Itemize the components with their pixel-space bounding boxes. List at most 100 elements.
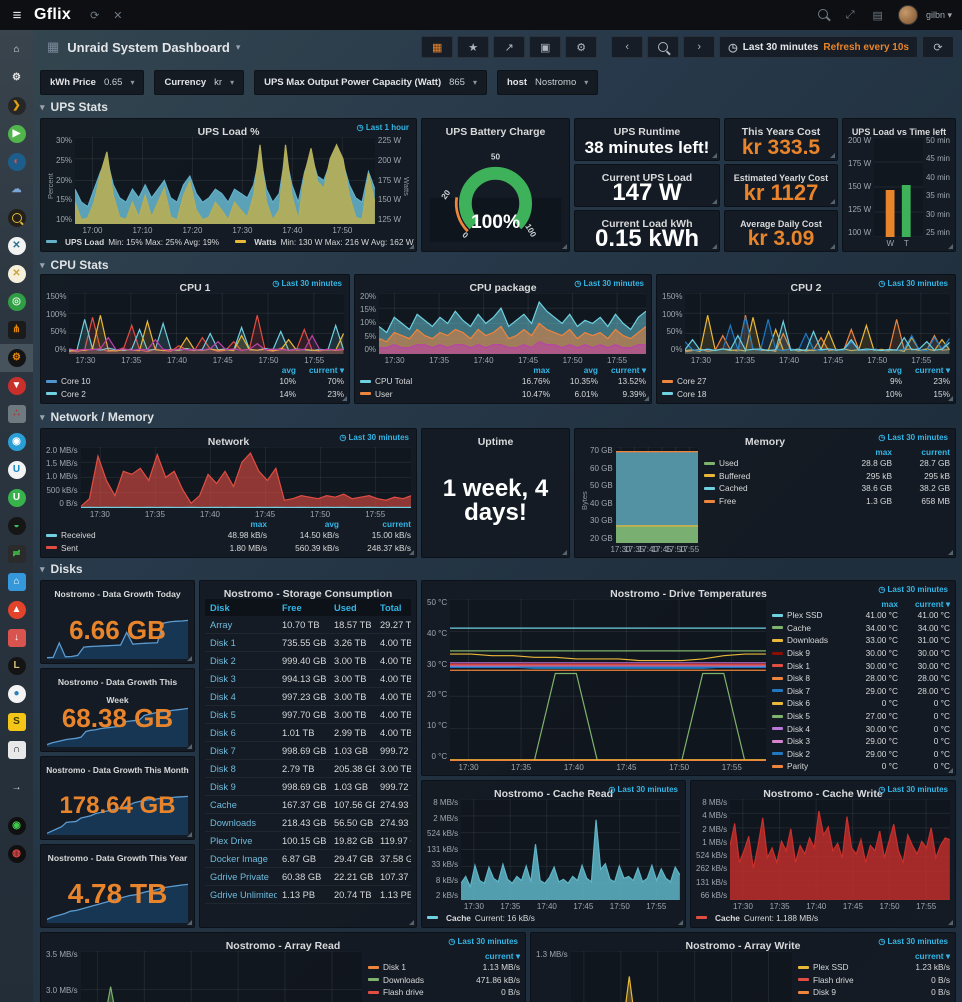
legend-column-header[interactable]: current: [921, 447, 950, 457]
panel-title[interactable]: UPS Battery Charge: [445, 126, 546, 138]
legend-row[interactable]: Cache 34.00 °C 34.00 °C: [772, 622, 950, 635]
panel-title[interactable]: Nostromo - Array Read: [225, 940, 341, 952]
panel-title[interactable]: Uptime: [477, 436, 514, 448]
panel-title[interactable]: Nostromo - Data Growth This Year: [47, 853, 188, 863]
legend-column-header[interactable]: current ▾: [914, 364, 950, 375]
legend-row[interactable]: Disk 5 27.00 °C 0 °C: [772, 710, 950, 723]
column-header[interactable]: Free: [282, 602, 302, 613]
legend-column-header[interactable]: avg: [324, 518, 339, 529]
panel-title[interactable]: Network: [207, 436, 250, 448]
legend-row[interactable]: Disk 9 0 B/s: [798, 986, 950, 999]
refresh-dashboard-button[interactable]: ⟳: [922, 36, 954, 58]
variable-value[interactable]: Nostromo: [535, 77, 577, 88]
legend-row[interactable]: Used 28.8 GB 28.7 GB: [704, 457, 950, 470]
legend-column-header[interactable]: current ▾: [914, 599, 950, 609]
legend-row[interactable]: Downloads 33.00 °C 31.00 °C: [772, 634, 950, 647]
column-header[interactable]: Used: [334, 602, 357, 613]
legend-row[interactable]: Parity 0 °C 0 °C: [772, 760, 950, 772]
panel-title[interactable]: Nostromo - Array Write: [685, 940, 801, 952]
refresh-icon[interactable]: ⟳: [90, 9, 100, 22]
legend-column-header[interactable]: current: [382, 518, 411, 529]
legend-column-header[interactable]: current ▾: [308, 364, 344, 375]
panel-title[interactable]: Memory: [744, 436, 786, 448]
save-dashboard-button[interactable]: ▣: [529, 36, 562, 58]
legend-column-header[interactable]: current ▾: [484, 951, 520, 961]
sidebar-item-active-gear-app-icon[interactable]: ⚙: [0, 344, 33, 372]
legend-row[interactable]: Disk 7 29.00 °C 28.00 °C: [772, 685, 950, 698]
legend-row[interactable]: Received 48.98 kB/s 14.50 kB/s 15.00 kB/s: [46, 529, 411, 542]
legend-item[interactable]: Cache Current: 1.188 MB/s: [696, 913, 818, 923]
sidebar-item-sab-app-icon[interactable]: S: [0, 708, 33, 736]
panel-time-range[interactable]: ◷ Last 1 hour: [356, 123, 409, 132]
legend-row[interactable]: Sent 1.80 MB/s 560.39 kB/s 248.37 kB/s: [46, 541, 411, 554]
legend-column-header[interactable]: current ▾: [914, 951, 950, 961]
sidebar-item-yellow-knob-app-icon[interactable]: ✕: [0, 260, 33, 288]
row-header-network-memory[interactable]: ▾ Network / Memory: [40, 410, 154, 424]
panel-title[interactable]: Nostromo - Data Growth This Month: [46, 765, 189, 775]
variable-value[interactable]: 865: [449, 77, 465, 88]
row-header-disks[interactable]: ▾ Disks: [40, 562, 83, 576]
sidebar-item-red-shield-app-icon[interactable]: ▼: [0, 372, 33, 400]
panel-title[interactable]: UPS Load %: [197, 126, 260, 138]
sidebar-item-sushi-bowl-app-icon[interactable]: ◒: [0, 512, 33, 540]
panel-title[interactable]: CPU 2: [790, 282, 822, 294]
variable-ups-max-output-power-capacity-watt-[interactable]: UPS Max Output Power Capacity (Watt) 865 ▾: [254, 70, 487, 95]
sidebar-item-blue-eye-app-icon[interactable]: ◉: [0, 428, 33, 456]
sidebar-item-jackett-jacket-app-icon[interactable]: ∩: [0, 736, 33, 764]
legend-row[interactable]: Free 1.3 GB 658 MB: [704, 495, 950, 508]
panel-time-range[interactable]: ◷ Last 30 minutes: [878, 785, 948, 794]
panel-title[interactable]: CPU 1: [179, 282, 211, 294]
sidebar-item-toggle-switch-app-icon[interactable]: ≓: [0, 540, 33, 568]
sidebar-item-red-dots-app-icon[interactable]: ∴: [0, 400, 33, 428]
legend-row[interactable]: Core 27 9% 23%: [662, 375, 950, 388]
zoom-out-button[interactable]: [647, 36, 680, 58]
legend-item[interactable]: UPS Load Min: 15% Max: 25% Avg: 19%: [46, 237, 219, 247]
legend-column-header[interactable]: avg: [281, 364, 296, 375]
sidebar-item-green-play-app-icon[interactable]: ▶: [0, 120, 33, 148]
legend-row[interactable]: CPU Total 16.76% 10.35% 13.52%: [360, 375, 646, 388]
panel-time-range[interactable]: ◷ Last 30 minutes: [448, 937, 518, 946]
sidebar-item-orange-arrow-app-icon[interactable]: ❯: [0, 92, 33, 120]
legend-column-header[interactable]: max: [250, 518, 267, 529]
sidebar-item-download-arrow-app-icon[interactable]: ↓: [0, 624, 33, 652]
legend-row[interactable]: Disk 2 29.00 °C 0 °C: [772, 748, 950, 761]
legend-row[interactable]: User 10.47% 6.01% 9.39%: [360, 387, 646, 400]
legend-item[interactable]: Cache Current: 16 kB/s: [427, 913, 535, 923]
legend-row[interactable]: Disk 3 29.00 °C 0 °C: [772, 735, 950, 748]
sidebar-item-white-knob-app-icon[interactable]: ✕: [0, 232, 33, 260]
legend-row[interactable]: Downloads 471.86 kB/s: [368, 974, 520, 987]
legend-column-header[interactable]: max: [875, 447, 892, 457]
panel-time-range[interactable]: ◷ Last 30 minutes: [878, 279, 948, 288]
sidebar-item-blue-red-app-icon[interactable]: ◐: [0, 148, 33, 176]
legend-row[interactable]: Core 10 10% 70%: [46, 375, 344, 388]
legend-row[interactable]: Disk 1 1.13 MB/s: [368, 961, 520, 974]
row-header-ups-stats[interactable]: ▾ UPS Stats: [40, 100, 108, 114]
panel-title[interactable]: Estimated Yearly Cost: [733, 173, 829, 183]
variable-value[interactable]: kr: [214, 77, 223, 88]
sidebar-item-settings-gear-icon[interactable]: ⚙: [0, 64, 33, 92]
avatar[interactable]: [897, 5, 918, 25]
legend-row[interactable]: Plex SSD 1.23 kB/s: [798, 961, 950, 974]
panel-time-range[interactable]: ◷ Last 30 minutes: [608, 785, 678, 794]
panel-title[interactable]: Nostromo - Cache Write: [763, 788, 883, 800]
sidebar-item-home-assistant-app-icon[interactable]: ⌂: [0, 568, 33, 596]
sidebar-item-green-rings-app-icon[interactable]: ◎: [0, 288, 33, 316]
panel-title[interactable]: Nostromo - Drive Temperatures: [610, 588, 767, 600]
fullscreen-icon[interactable]: ⤢: [845, 8, 855, 21]
panel-title[interactable]: Nostromo - Storage Consumption: [223, 588, 393, 600]
panel-title[interactable]: Nostromo - Data Growth Today: [54, 589, 181, 599]
dashboard-settings-button[interactable]: ⚙: [565, 36, 598, 58]
panel-title[interactable]: This Years Cost: [741, 126, 821, 138]
legend-row[interactable]: Disk 8 28.00 °C 28.00 °C: [772, 672, 950, 685]
legend-column-header[interactable]: avg: [887, 364, 902, 375]
sidebar-item-lazy-app-icon[interactable]: L: [0, 652, 33, 680]
kiosk-icon[interactable]: ▤: [872, 9, 883, 22]
panel-time-range[interactable]: ◷ Last 30 minutes: [878, 433, 948, 442]
sidebar-item-ubiquiti-u-app-icon[interactable]: U: [0, 456, 33, 484]
variable-value[interactable]: 0.65: [103, 77, 123, 88]
dashboard-title[interactable]: Unraid System Dashboard: [67, 39, 230, 55]
sidebar-item-cloud-app-icon[interactable]: ☁: [0, 176, 33, 204]
variable-currency[interactable]: Currency kr ▾: [154, 70, 245, 95]
variable-host[interactable]: host Nostromo ▾: [496, 70, 599, 95]
share-dashboard-button[interactable]: ↗: [493, 36, 526, 58]
